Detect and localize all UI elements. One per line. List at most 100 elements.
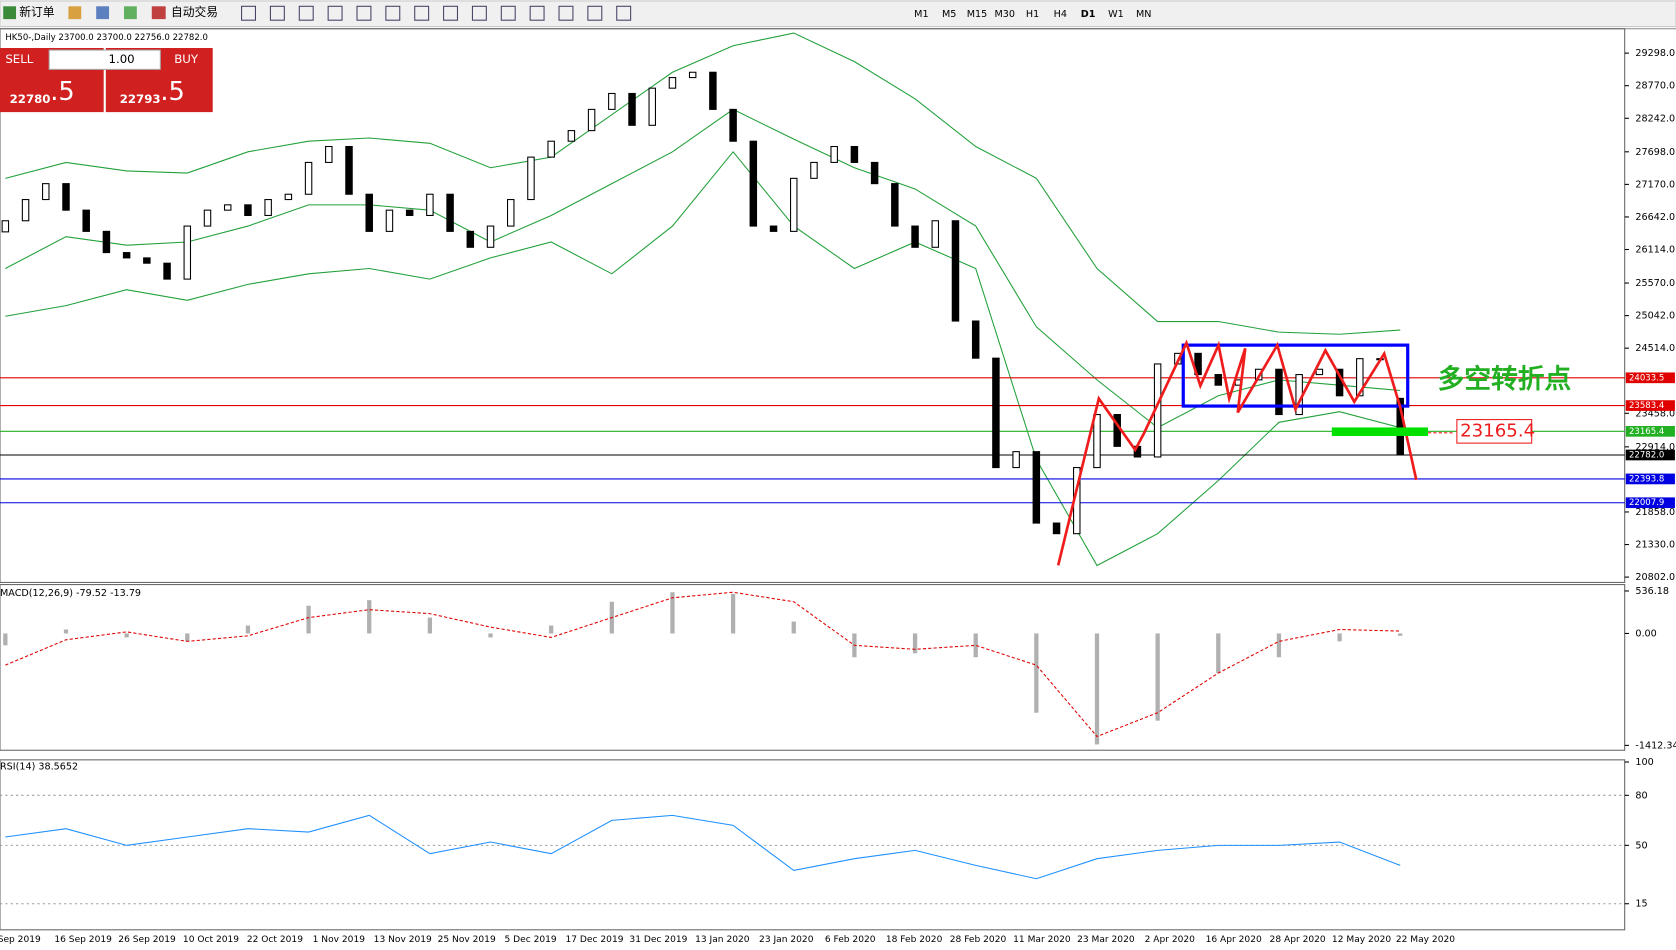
support-marker (1331, 427, 1429, 436)
timeframe[interactable]: W1 (1108, 9, 1124, 20)
candle (1012, 451, 1020, 469)
lots[interactable]: 1.00 (109, 52, 135, 66)
candle (729, 108, 737, 142)
sell-price: 22780 (10, 92, 51, 106)
icon[interactable] (3, 6, 17, 20)
candle (668, 77, 677, 89)
y-tick-label: 23458.0 (1635, 408, 1675, 419)
candle (850, 145, 859, 163)
candle (345, 145, 353, 195)
lots-field[interactable] (48, 49, 161, 70)
candle (911, 225, 919, 248)
macd-bar (1337, 633, 1342, 642)
candle (264, 199, 272, 216)
candle (992, 357, 1000, 469)
macd-bar (791, 621, 796, 634)
tool-icon[interactable] (558, 5, 574, 21)
candle (971, 320, 980, 359)
chart-title: HK50-,Daily 23700.0 23700.0 22756.0 2278… (5, 33, 208, 43)
tool-icon[interactable] (616, 5, 632, 21)
tool-icon[interactable] (298, 5, 314, 21)
level-label: 22782.0 (1629, 450, 1664, 460)
new-order[interactable]: 新订单 (19, 5, 54, 19)
level-tag (1625, 426, 1675, 437)
line (5, 150, 1401, 567)
tool-icon[interactable] (356, 5, 372, 21)
candle (688, 71, 697, 79)
x-tick-label: 1 Nov 2019 (313, 935, 366, 945)
auto-trading[interactable]: 自动交易 (171, 5, 218, 19)
candle (1032, 451, 1041, 524)
candle (466, 230, 475, 248)
buy-button[interactable]: BUY (174, 52, 199, 66)
timeframe[interactable]: H4 (1054, 9, 1067, 20)
y-tick-label: 25042.0 (1635, 311, 1675, 322)
tool-icon[interactable] (500, 5, 516, 21)
icon[interactable] (123, 6, 137, 20)
candle (486, 225, 495, 248)
level-tag (1625, 449, 1675, 461)
timeframe[interactable]: M30 (994, 9, 1015, 20)
y-tick-label: 24514.0 (1635, 343, 1675, 354)
annotation: 多空转折点 (1438, 363, 1572, 395)
level-tag (1625, 497, 1675, 509)
y-tick-label: 50 (1635, 840, 1647, 851)
tool-icon[interactable] (269, 5, 285, 21)
y-tick-label: 22914.0 (1635, 442, 1675, 453)
toolbar (0, 0, 1676, 28)
y-tick-label: 27170.0 (1635, 179, 1675, 190)
timeframe[interactable]: M1 (914, 9, 928, 20)
x-tick-label: 5 Dec 2019 (504, 935, 556, 945)
x-tick-label: 13 Nov 2019 (374, 935, 432, 945)
macd-bar (3, 633, 8, 646)
icon[interactable] (96, 6, 110, 20)
y-tick-label: 26114.0 (1635, 245, 1675, 256)
tool-icon[interactable] (385, 5, 401, 21)
candle (183, 225, 192, 280)
sell-pips: .5 (50, 77, 74, 107)
candle (284, 193, 293, 201)
x-tick-label: 18 Feb 2020 (886, 935, 943, 945)
macd-bar (367, 600, 372, 634)
y-tick-label: -1412.34 (1635, 740, 1676, 751)
tool-icon[interactable] (443, 5, 459, 21)
candle (527, 156, 535, 201)
x-tick-label: 23 Mar 2020 (1077, 935, 1135, 945)
candle (567, 130, 576, 142)
candle (931, 220, 940, 248)
tool-icon[interactable] (414, 5, 430, 21)
y-tick-label: 26642.0 (1635, 212, 1675, 223)
timeframe[interactable]: H1 (1026, 9, 1039, 20)
macd-bar (427, 617, 433, 634)
tool-icon[interactable] (587, 5, 603, 21)
y-tick-label: 28242.0 (1635, 113, 1675, 124)
macd-bar (1155, 633, 1160, 721)
macd-bar (63, 629, 69, 634)
timeframe[interactable]: MN (1136, 9, 1151, 20)
macd-bar (1276, 633, 1282, 658)
candle (608, 92, 616, 110)
candle (870, 161, 879, 185)
icon[interactable] (68, 6, 82, 20)
candle (1214, 374, 1223, 386)
line (5, 108, 1401, 429)
tool-icon[interactable] (241, 5, 256, 21)
x-tick-label: 31 Dec 2019 (629, 935, 687, 945)
tool-icon[interactable] (327, 5, 343, 21)
tool-icon[interactable] (529, 5, 545, 21)
candle (648, 87, 656, 126)
timeframe[interactable]: M15 (967, 9, 988, 20)
icon[interactable] (151, 6, 166, 20)
timeframe[interactable]: M5 (942, 9, 956, 20)
candle (325, 145, 333, 163)
candle (1275, 368, 1283, 416)
level-tag (1625, 372, 1675, 384)
y-tick-label: 100 (1635, 757, 1653, 768)
tool-icon[interactable] (471, 5, 487, 21)
y-tick-label: 25570.0 (1635, 278, 1675, 289)
sell-button[interactable]: SELL (5, 52, 33, 66)
x-tick-label: 22 May 2020 (1396, 935, 1455, 945)
candle (21, 199, 30, 222)
timeframe[interactable]: D1 (1081, 9, 1096, 20)
